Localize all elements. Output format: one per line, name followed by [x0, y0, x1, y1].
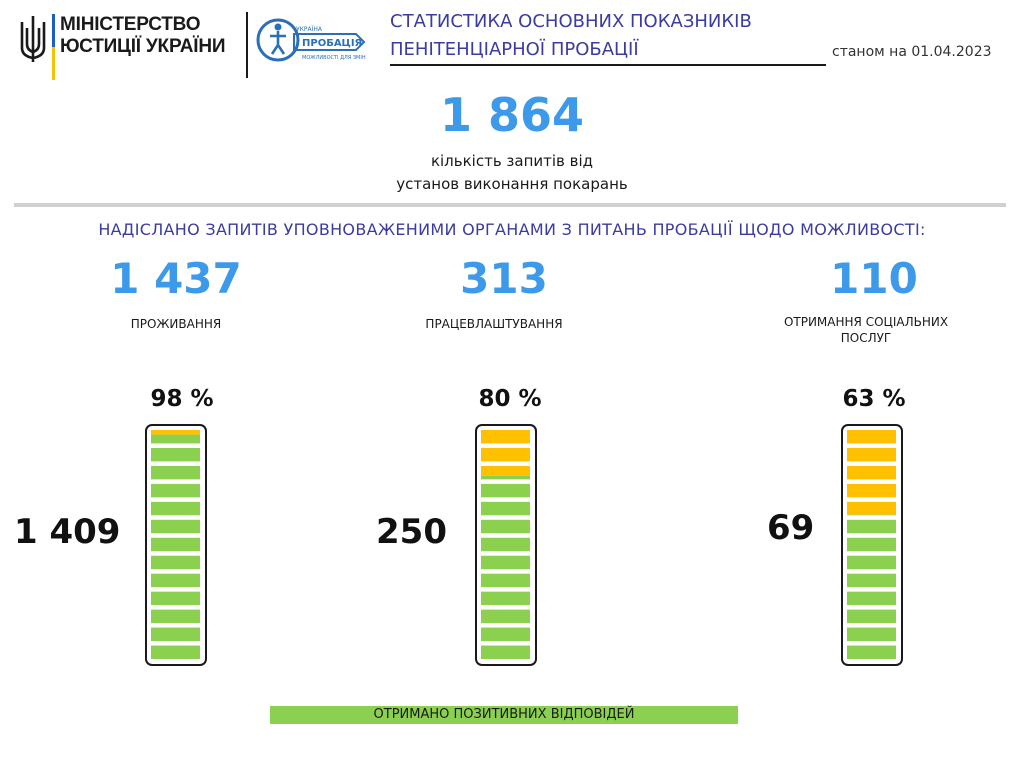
- tube-segment-positive: [481, 501, 530, 516]
- total-requests-value: 1 864: [439, 88, 585, 142]
- tube-segment-positive: [151, 627, 200, 642]
- tube-segment-remaining: [847, 483, 896, 498]
- ministry-line-2: ЮСТИЦІЇ УКРАЇНИ: [60, 36, 226, 57]
- section-divider: [14, 203, 1006, 207]
- page-title: СТАТИСТИКА ОСНОВНИХ ПОКАЗНИКІВ ПЕНІТЕНЦІ…: [390, 8, 752, 64]
- tube-segment-remaining: [847, 430, 896, 444]
- flag-stripe: [52, 14, 55, 80]
- percent-tube-graphic: [481, 430, 530, 659]
- tube-segment-remaining: [847, 465, 896, 480]
- ministry-line-1: МІНІСТЕРСТВО: [60, 14, 201, 35]
- category-label-line: ОТРИМАННЯ СОЦІАЛЬНИХ: [783, 315, 949, 329]
- tube-segment-positive: [847, 609, 896, 624]
- tube-segment-positive: [847, 514, 896, 516]
- trident-emblem-icon: [20, 16, 46, 62]
- tube-segment-positive: [847, 645, 896, 659]
- positive-value-label: 69: [767, 508, 815, 548]
- title-line-1: СТАТИСТИКА ОСНОВНИХ ПОКАЗНИКІВ: [390, 11, 752, 32]
- probation-logo: УКРАЇНА ПРОБАЦІЯ МОЖЛИВОСТІ ДЛЯ ЗМІН: [256, 18, 366, 62]
- tube-segment-positive: [151, 483, 200, 498]
- tube-segment-positive: [481, 475, 530, 480]
- tube-segment-remaining: [481, 447, 530, 462]
- tube-segment-positive: [847, 573, 896, 588]
- tube-segment-positive: [481, 609, 530, 624]
- total-caption-line-1: кількість запитів від: [430, 152, 594, 170]
- category-label-line: ПРОЖИВАННЯ: [130, 317, 222, 331]
- legend-positive-responses: ОТРИМАНО ПОЗИТИВНИХ ВІДПОВІДЕЙ: [270, 706, 738, 724]
- category-requests-value: 313: [460, 254, 548, 303]
- tube-segment-positive: [151, 537, 200, 552]
- tube-segment-positive: [847, 519, 896, 534]
- tube-segment-positive: [481, 627, 530, 642]
- category-label: ПРАЦЕВЛАШТУВАННЯ: [364, 316, 624, 332]
- category-requests-value: 1 437: [110, 254, 242, 303]
- tube-segment-positive: [847, 627, 896, 642]
- section-title: НАДІСЛАНО ЗАПИТІВ УПОВНОВАЖЕНИМИ ОРГАНАМ…: [98, 220, 926, 239]
- tube-segment-remaining: [481, 465, 530, 476]
- title-underline: [390, 64, 826, 66]
- tube-segment-positive: [151, 434, 200, 444]
- positive-value-label: 250: [376, 512, 447, 552]
- tube-segment-positive: [481, 555, 530, 570]
- tube-segment-positive: [151, 591, 200, 606]
- title-line-2: ПЕНІТЕНЦІАРНОЇ ПРОБАЦІЇ: [390, 39, 639, 60]
- logo-main-text: ПРОБАЦІЯ: [302, 38, 362, 49]
- percent-label: 63 %: [842, 386, 906, 412]
- as-of-date: станом на 01.04.2023: [832, 44, 992, 60]
- tube-segment-positive: [151, 645, 200, 659]
- tube-segment-remaining: [847, 501, 896, 515]
- logo-sub-text: МОЖЛИВОСТІ ДЛЯ ЗМІН: [302, 55, 366, 61]
- percent-tube-graphic: [151, 430, 200, 659]
- tube-segment-remaining: [481, 430, 530, 444]
- total-requests-caption: кількість запитів від установ виконання …: [0, 150, 1024, 196]
- percent-tube: [145, 424, 207, 666]
- tube-segment-positive: [847, 555, 896, 570]
- category-requests-value: 110: [830, 254, 918, 303]
- tube-segment-remaining: [151, 430, 200, 435]
- category-label-line: ПОСЛУГ: [840, 331, 892, 345]
- positive-value-label: 1 409: [14, 512, 121, 552]
- tube-segment-positive: [481, 645, 530, 659]
- ministry-name: МІНІСТЕРСТВО ЮСТИЦІЇ УКРАЇНИ: [60, 14, 225, 58]
- logo-small-text: УКРАЇНА: [296, 26, 323, 33]
- tube-segment-positive: [481, 573, 530, 588]
- tube-segment-positive: [847, 591, 896, 606]
- tube-segment-positive: [151, 519, 200, 534]
- tube-segment-positive: [151, 573, 200, 588]
- tube-segment-positive: [151, 447, 200, 462]
- category-label: ПРОЖИВАННЯ: [46, 316, 306, 332]
- percent-label: 98 %: [150, 386, 214, 412]
- percent-tube-graphic: [847, 430, 896, 659]
- tube-segment-positive: [151, 555, 200, 570]
- tube-segment-positive: [481, 591, 530, 606]
- tube-segment-positive: [151, 501, 200, 516]
- percent-tube: [841, 424, 903, 666]
- category-label-line: ПРАЦЕВЛАШТУВАННЯ: [425, 317, 563, 331]
- tube-segment-positive: [481, 537, 530, 552]
- tube-segment-positive: [481, 519, 530, 534]
- percent-tube: [475, 424, 537, 666]
- percent-label: 80 %: [478, 386, 542, 412]
- tube-segment-positive: [481, 483, 530, 498]
- header-divider: [246, 12, 248, 78]
- tube-segment-positive: [847, 537, 896, 552]
- category-label: ОТРИМАННЯ СОЦІАЛЬНИХ ПОСЛУГ: [736, 314, 996, 346]
- tube-segment-positive: [151, 465, 200, 480]
- tube-segment-remaining: [847, 447, 896, 462]
- tube-segment-positive: [151, 609, 200, 624]
- total-caption-line-2: установ виконання покарань: [396, 175, 628, 193]
